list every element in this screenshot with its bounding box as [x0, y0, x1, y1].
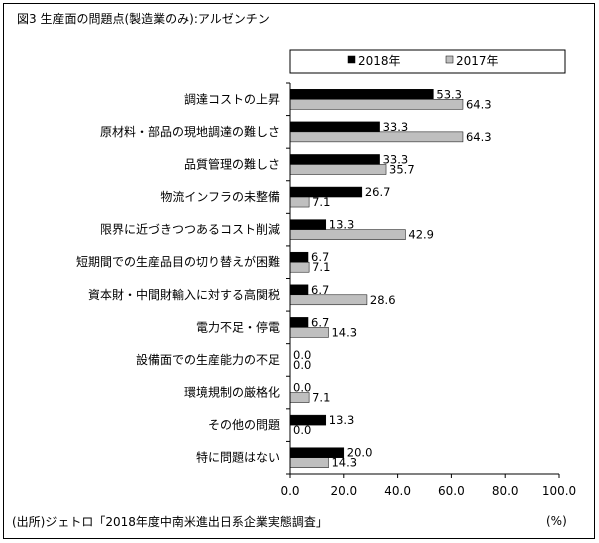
data-label-2018: 26.7 — [365, 185, 391, 199]
data-label-2018: 0.0 — [293, 348, 311, 362]
data-label-2017: 14.3 — [331, 325, 357, 339]
data-label-2017: 14.3 — [331, 456, 357, 470]
bar-2018 — [289, 284, 309, 296]
bar-2017 — [289, 229, 406, 240]
data-label-2017: 35.7 — [389, 162, 415, 176]
data-label-2018: 0.0 — [293, 381, 311, 395]
data-label-2017: 7.1 — [312, 260, 330, 274]
category-label: 短期間での生産品目の切り替えが困難 — [76, 254, 280, 269]
bar-2018 — [289, 317, 309, 328]
data-label-2018: 53.3 — [436, 87, 462, 101]
bar-2017 — [289, 99, 464, 110]
category-label: 品質管理の難しさ — [184, 156, 280, 171]
data-label-2018: 33.3 — [383, 152, 409, 166]
bar-2018 — [289, 251, 309, 263]
source-note: (出所)ジェトロ「2018年度中南米進出日系企業実態調査」 — [12, 515, 328, 529]
bar-2017 — [289, 131, 464, 143]
x-tick-label: 80.0 — [492, 484, 519, 498]
x-tick-label: 20.0 — [330, 484, 357, 498]
category-label: 限界に近づきつつあるコスト削減 — [100, 222, 280, 237]
unit-label: (%) — [546, 514, 567, 528]
chart-title: 図3 生産面の問題点(製造業のみ):アルゼンチン — [17, 12, 270, 26]
category-label: その他の問題 — [208, 418, 280, 432]
data-label-2017: 28.6 — [370, 293, 396, 307]
data-label-2018: 6.7 — [311, 315, 329, 329]
data-label-2017: 64.3 — [466, 130, 492, 144]
bar-2018 — [289, 89, 434, 100]
category-label: 設備面での生産能力の不足 — [136, 352, 280, 367]
data-label-2018: 33.3 — [383, 120, 409, 134]
bar-2017 — [289, 261, 310, 273]
data-label-2018: 6.7 — [311, 283, 329, 297]
legend-label-1: 2018年 — [358, 54, 401, 68]
data-label-2017: 7.1 — [312, 195, 330, 209]
category-label: 原材料・部品の現地調達の難しさ — [100, 124, 280, 139]
category-label: 特に問題はない — [196, 450, 280, 465]
bar-2017 — [289, 327, 329, 338]
category-label: 資本財・中間財輸入に対する高関税 — [88, 287, 280, 302]
bar-2017 — [289, 294, 368, 306]
category-label: 調達コストの上昇 — [184, 92, 280, 106]
legend-box — [289, 49, 566, 74]
data-label-2017: 64.3 — [466, 97, 492, 111]
category-label: 電力不足・停電 — [196, 319, 280, 334]
bar-2017 — [289, 196, 310, 208]
x-tick-label: 40.0 — [384, 484, 411, 498]
data-label-2018: 13.3 — [329, 413, 355, 427]
data-label-2017: 7.1 — [312, 391, 330, 405]
category-label: 物流インフラの未整備 — [160, 189, 280, 204]
x-tick-label: 60.0 — [438, 484, 465, 498]
x-tick-label: 0.0 — [280, 484, 299, 498]
bar-2018 — [289, 121, 380, 133]
x-tick-label: 100.0 — [542, 484, 576, 498]
data-label-2017: 42.9 — [408, 228, 434, 242]
data-label-2018: 20.0 — [347, 446, 373, 460]
data-label-2017: 0.0 — [293, 423, 311, 437]
data-label-2017: 0.0 — [293, 358, 311, 372]
legend-swatch-2 — [445, 55, 454, 64]
bar-2017 — [289, 457, 329, 468]
bar-2017 — [289, 392, 310, 403]
legend-swatch-1 — [347, 55, 356, 64]
bar-2018 — [289, 154, 380, 165]
bar-2018 — [289, 219, 327, 230]
data-label-2018: 13.3 — [329, 218, 355, 232]
category-label: 環境規制の厳格化 — [184, 385, 280, 400]
bar-2017 — [289, 164, 387, 175]
data-label-2018: 6.7 — [311, 250, 329, 264]
legend-label-2: 2017年 — [456, 54, 499, 68]
